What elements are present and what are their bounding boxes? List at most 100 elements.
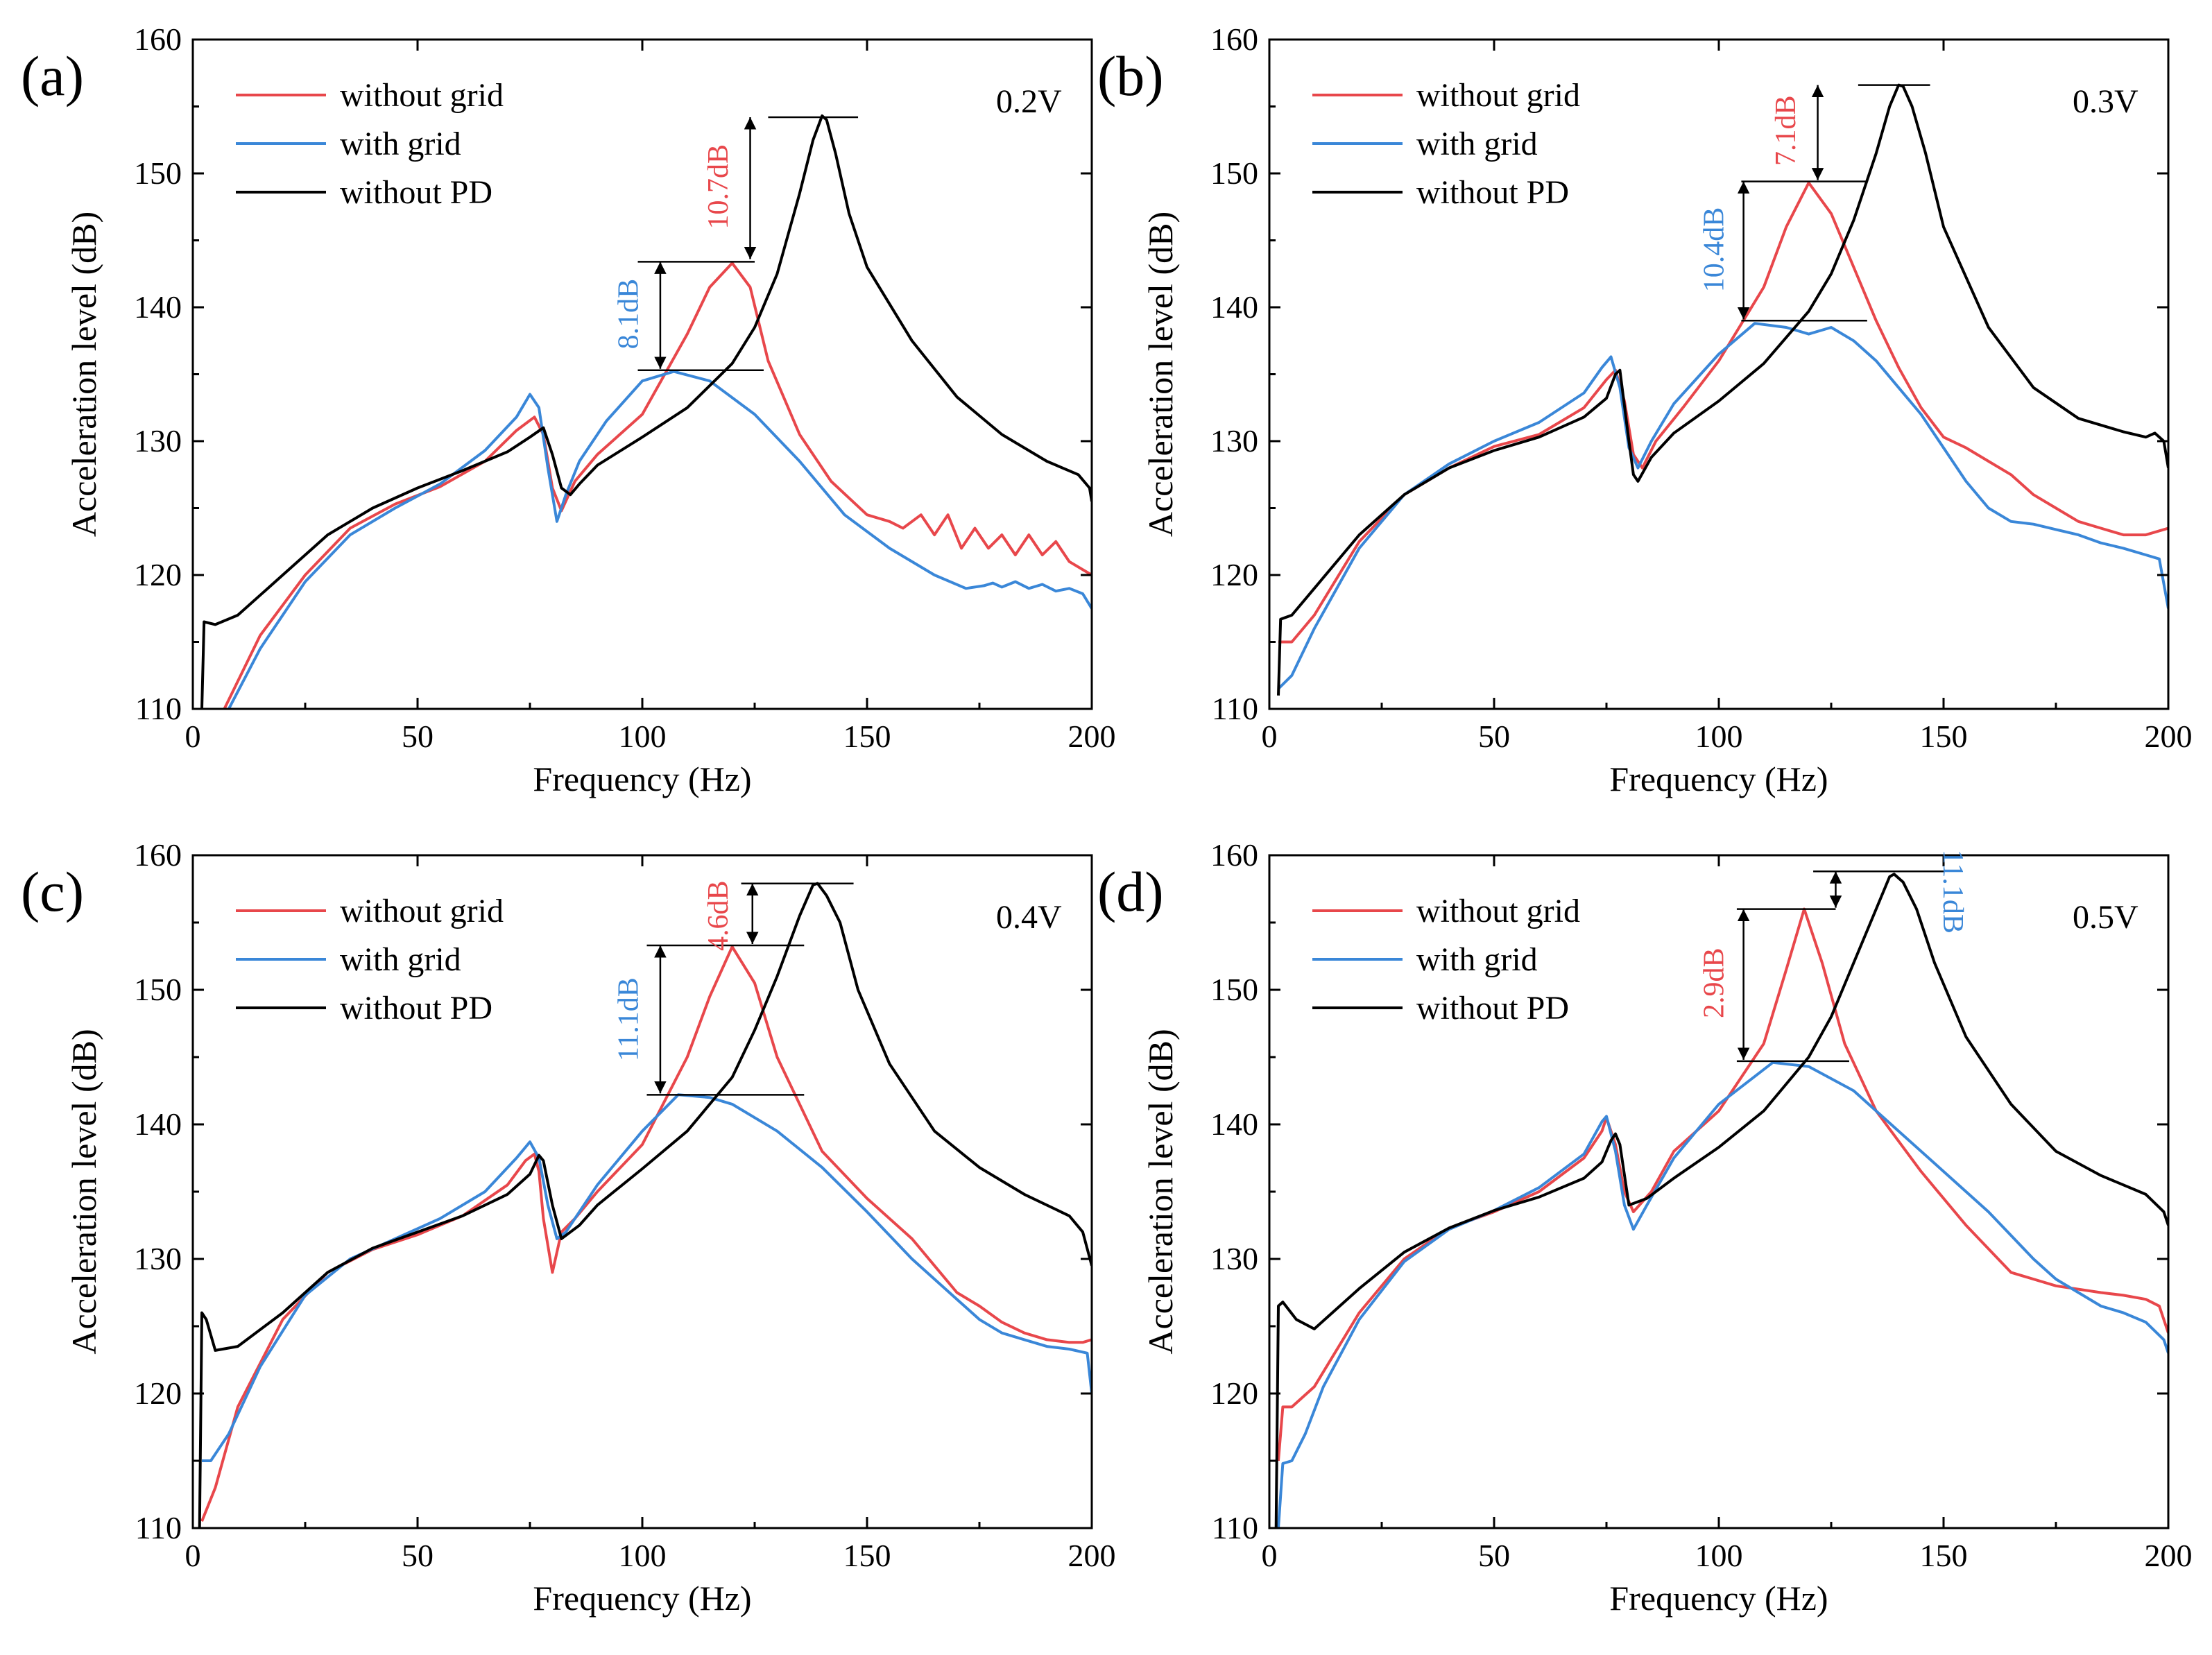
- x-tick-label: 150: [843, 719, 891, 754]
- x-tick-label: 150: [1920, 719, 1968, 754]
- legend-label-with-grid: with grid: [340, 126, 461, 162]
- legend: without grid with grid without PD: [1312, 77, 1580, 211]
- y-tick-label: 140: [1210, 1106, 1258, 1142]
- y-tick-label: 140: [134, 1106, 182, 1142]
- series-line-without-grid: [1278, 181, 2168, 644]
- legend-label-without-grid: without grid: [1416, 893, 1580, 929]
- panel-label: (c): [21, 860, 84, 923]
- x-tick-label: 0: [1262, 1538, 1278, 1573]
- x-tick-label: 0: [185, 1538, 201, 1573]
- y-tick-label: 130: [134, 423, 182, 458]
- reduction-annotation: 7.1dB: [1770, 95, 1802, 166]
- x-tick-label: 200: [1068, 719, 1116, 754]
- legend-label-with-grid: with grid: [1416, 941, 1538, 978]
- x-tick-label: 100: [1695, 719, 1743, 754]
- x-tick-label: 0: [1262, 719, 1278, 754]
- y-tick-label: 110: [1212, 1510, 1258, 1545]
- y-tick-label: 150: [134, 155, 182, 191]
- y-tick-label: 130: [134, 1241, 182, 1276]
- panel-label: (d): [1097, 860, 1164, 923]
- y-axis-title: Acceleration level (dB): [65, 1029, 103, 1354]
- y-tick-label: 110: [135, 1510, 182, 1545]
- legend-label-without-pd: without PD: [1416, 174, 1569, 211]
- x-axis-title: Frequency (Hz): [533, 760, 751, 798]
- legend: without grid with grid without PD: [236, 77, 504, 211]
- y-tick-label: 150: [134, 972, 182, 1007]
- series-line-without-pd: [1274, 873, 2168, 1528]
- x-tick-label: 50: [1478, 719, 1510, 754]
- legend-label-without-pd: without PD: [340, 990, 492, 1027]
- reduction-annotation: 11.1dB: [1937, 850, 1969, 934]
- chart-panel-b: 0 50 100 150 200 110 120 130 140 150 160 Frequency …: [1097, 22, 2193, 798]
- legend-label-without-pd: without PD: [340, 174, 492, 211]
- x-tick-label: 100: [1695, 1538, 1743, 1573]
- chart-panel-a: 0 50 100 150 200 110 120 130 140 150 160 Frequency …: [21, 22, 1116, 798]
- y-axis-title: Acceleration level (dB): [1141, 212, 1180, 537]
- x-tick-label: 0: [185, 719, 201, 754]
- series-line-with-grid: [1277, 1061, 2168, 1528]
- x-tick-label: 50: [402, 719, 434, 754]
- y-tick-label: 130: [1210, 423, 1258, 458]
- y-tick-label: 140: [1210, 289, 1258, 325]
- series-line-with-grid: [228, 370, 1092, 709]
- x-tick-label: 200: [1068, 1538, 1116, 1573]
- series-line-with-grid: [1277, 322, 2168, 690]
- reduction-annotation: 11.1dB: [613, 977, 645, 1061]
- legend-label-without-grid: without grid: [1416, 77, 1580, 114]
- chart-panel-d: 0 50 100 150 200 110 120 130 140 150 160 Frequency …: [1097, 837, 2193, 1618]
- x-tick-label: 100: [619, 719, 667, 754]
- y-tick-label: 160: [134, 837, 182, 873]
- y-tick-label: 130: [1210, 1241, 1258, 1276]
- plot-frame: [191, 38, 1093, 710]
- y-tick-label: 140: [134, 289, 182, 325]
- series-line-without-pd: [200, 114, 1092, 709]
- x-tick-label: 200: [2145, 719, 2193, 754]
- reduction-annotation: 8.1dB: [613, 279, 645, 350]
- reduction-annotation: 2.9dB: [1698, 948, 1730, 1019]
- y-tick-label: 120: [1210, 1375, 1258, 1411]
- x-tick-label: 50: [402, 1538, 434, 1573]
- y-axis-title: Acceleration level (dB): [1141, 1029, 1180, 1354]
- x-tick-label: 150: [1920, 1538, 1968, 1573]
- legend-label-without-grid: without grid: [340, 77, 504, 114]
- y-tick-label: 150: [1210, 155, 1258, 191]
- y-tick-label: 120: [1210, 557, 1258, 592]
- legend: without grid with grid without PD: [236, 893, 504, 1027]
- y-tick-label: 110: [1212, 691, 1258, 726]
- voltage-label: 0.3V: [2073, 83, 2138, 120]
- y-tick-label: 150: [1210, 972, 1258, 1007]
- legend-label-without-pd: without PD: [1416, 990, 1569, 1027]
- x-tick-label: 50: [1478, 1538, 1510, 1573]
- x-tick-label: 100: [619, 1538, 667, 1573]
- x-tick-label: 200: [2145, 1538, 2193, 1573]
- reduction-annotation: 10.7dB: [703, 144, 735, 230]
- series-line-without-grid: [223, 261, 1092, 709]
- legend-label-with-grid: with grid: [340, 941, 461, 978]
- legend: without grid with grid without PD: [1312, 893, 1580, 1027]
- y-tick-label: 110: [135, 691, 182, 726]
- reduction-annotation: 4.6dB: [703, 881, 735, 952]
- y-tick-label: 160: [1210, 22, 1258, 57]
- y-axis-title: Acceleration level (dB): [65, 212, 103, 537]
- plot-frame: [191, 854, 1093, 1529]
- x-tick-label: 150: [843, 1538, 891, 1573]
- y-tick-label: 160: [1210, 837, 1258, 873]
- x-axis-title: Frequency (Hz): [1609, 760, 1828, 798]
- series-line-without-pd: [198, 882, 1092, 1528]
- series-line-without-grid: [1277, 907, 2168, 1461]
- series-line-without-pd: [1277, 83, 2168, 696]
- panel-label: (b): [1097, 44, 1164, 108]
- y-tick-label: 120: [134, 1375, 182, 1411]
- series-line-without-grid: [200, 945, 1092, 1523]
- x-axis-title: Frequency (Hz): [1609, 1579, 1828, 1618]
- reduction-annotation: 10.4dB: [1698, 207, 1730, 293]
- legend-label-without-grid: without grid: [340, 893, 504, 929]
- voltage-label: 0.5V: [2073, 899, 2138, 936]
- chart-panel-c: 0 50 100 150 200 110 120 130 140 150 160 Frequency …: [21, 837, 1116, 1618]
- voltage-label: 0.4V: [996, 899, 1062, 936]
- x-axis-title: Frequency (Hz): [533, 1579, 751, 1618]
- y-tick-label: 120: [134, 557, 182, 592]
- voltage-label: 0.2V: [996, 83, 1062, 120]
- y-tick-label: 160: [134, 22, 182, 57]
